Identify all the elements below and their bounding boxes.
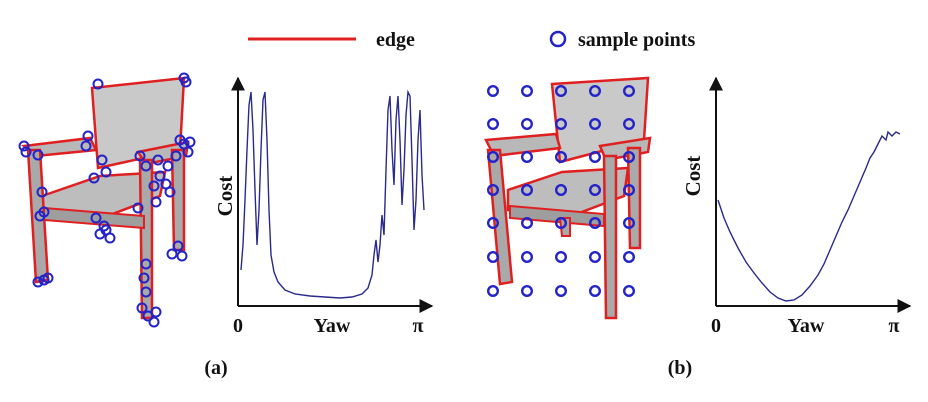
panel-a-caption: (a) bbox=[204, 357, 227, 379]
plot-b-xlabel: Yaw bbox=[788, 315, 825, 337]
panel-b-caption: (b) bbox=[668, 357, 692, 379]
plot-a-ylabel: Cost bbox=[213, 176, 237, 217]
chair-image-a bbox=[18, 72, 196, 328]
legend-edge-label: edge bbox=[376, 29, 415, 51]
chair-image-b bbox=[484, 76, 652, 320]
plot-b: Cost 0 Yaw π bbox=[681, 76, 912, 337]
plot-a-xlabel: Yaw bbox=[314, 315, 351, 337]
plot-a-x-start: 0 bbox=[233, 315, 243, 337]
legend-sample-label: sample points bbox=[578, 29, 695, 51]
plot-b-ylabel: Cost bbox=[681, 156, 705, 197]
legend-sample-point-icon bbox=[549, 30, 567, 48]
plot-a: Cost 0 Yaw π bbox=[213, 76, 434, 337]
plot-b-x-start: 0 bbox=[711, 315, 721, 337]
legend: edge sample points bbox=[248, 29, 695, 51]
plot-b-x-end: π bbox=[889, 315, 900, 337]
plot-a-x-end: π bbox=[413, 315, 424, 337]
plot-b-cost-curve bbox=[717, 130, 901, 302]
plot-a-cost-curve bbox=[240, 89, 425, 299]
